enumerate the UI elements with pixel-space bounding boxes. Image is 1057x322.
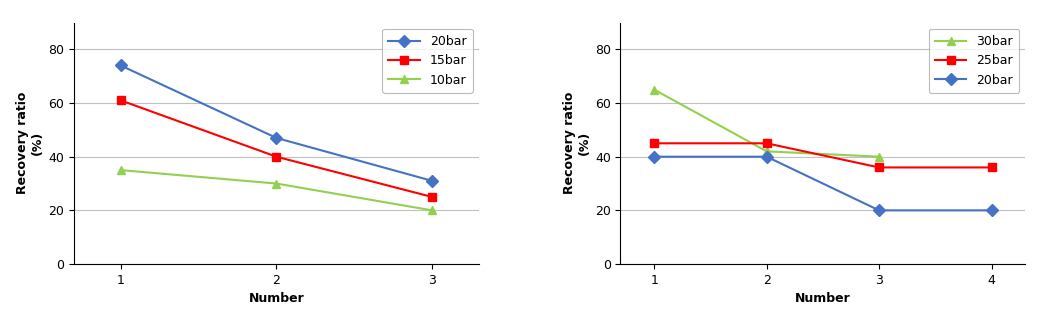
- Legend: 20bar, 15bar, 10bar: 20bar, 15bar, 10bar: [383, 29, 472, 93]
- 25bar: [760, 141, 773, 145]
- Line: 20bar: 20bar: [650, 153, 996, 214]
- Y-axis label: Recovery ratio
(%): Recovery ratio (%): [562, 92, 591, 194]
- 20bar: [426, 179, 439, 183]
- 15bar: [270, 155, 282, 159]
- 20bar: [648, 155, 661, 159]
- 25bar: [648, 141, 661, 145]
- 20bar: [270, 136, 282, 140]
- 30bar: [648, 88, 661, 91]
- 20bar: [760, 155, 773, 159]
- Line: 25bar: 25bar: [650, 139, 996, 172]
- 20bar: [873, 208, 886, 212]
- 15bar: [114, 99, 127, 102]
- 30bar: [873, 155, 886, 159]
- X-axis label: Number: Number: [795, 292, 851, 305]
- 10bar: [426, 208, 439, 212]
- X-axis label: Number: Number: [248, 292, 304, 305]
- Line: 30bar: 30bar: [650, 85, 884, 161]
- Legend: 30bar, 25bar, 20bar: 30bar, 25bar, 20bar: [929, 29, 1019, 93]
- 20bar: [114, 63, 127, 67]
- Line: 20bar: 20bar: [116, 61, 437, 185]
- 30bar: [760, 149, 773, 153]
- 25bar: [985, 166, 998, 169]
- Line: 15bar: 15bar: [116, 96, 437, 201]
- 15bar: [426, 195, 439, 199]
- 25bar: [873, 166, 886, 169]
- Line: 10bar: 10bar: [116, 166, 437, 214]
- Y-axis label: Recovery ratio
(%): Recovery ratio (%): [16, 92, 44, 194]
- 20bar: [985, 208, 998, 212]
- 10bar: [270, 182, 282, 185]
- 10bar: [114, 168, 127, 172]
